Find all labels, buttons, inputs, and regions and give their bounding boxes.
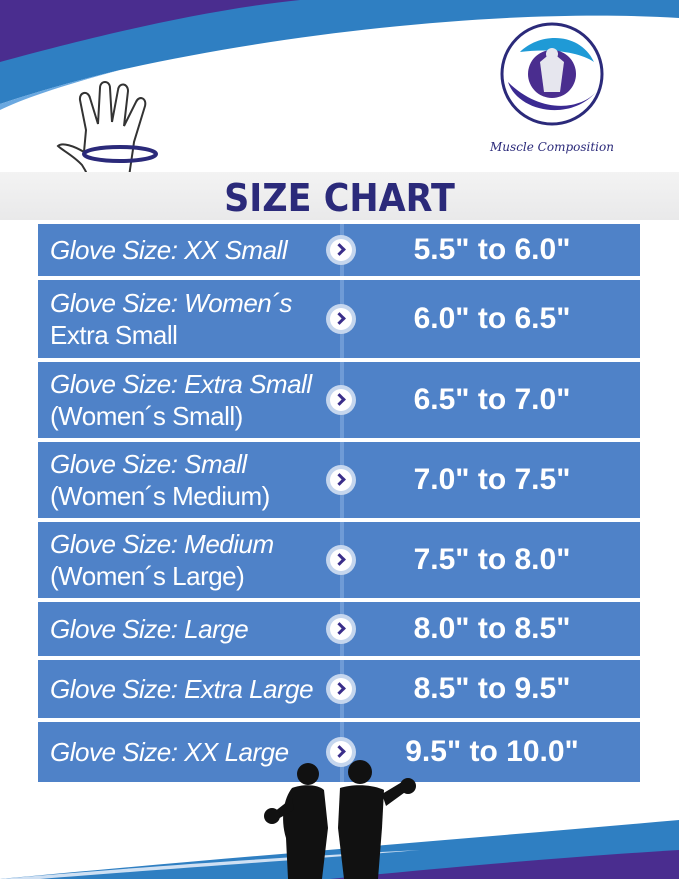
glove-size-line1: Glove Size: Medium [50,529,274,559]
glove-size-label: Glove Size: XX Small [50,234,288,266]
glove-size-cell [38,660,340,718]
glove-size-cell [38,362,340,438]
athletes-silhouette-icon [264,760,416,879]
chevron-right-icon [330,549,352,571]
glove-size-cell [38,224,340,276]
glove-size-cell [38,602,340,656]
hand-size-range: 8.0" to 8.5" [413,612,571,645]
glove-size-line1: Glove Size: Small [50,449,247,479]
glove-size-label: Glove Size: Small (Women´s Medium) [50,448,270,512]
glove-size-label: Glove Size: Extra Large [50,673,314,705]
hand-size-cell [344,362,640,438]
hand-size-range: 6.0" to 6.5" [413,302,571,335]
hand-size-range: 9.5" to 10.0" [405,735,579,768]
glove-size-cell [38,722,340,782]
brand-logo [500,22,604,126]
table-row: Glove Size: Extra Large 8.5" to 9.5" [38,660,640,718]
glove-size-line2: Extra Small [50,320,178,350]
hand-size-cell [344,442,640,518]
hand-size-range: 7.0" to 7.5" [413,463,571,496]
glove-size-label: Glove Size: Medium (Women´s Large) [50,528,274,592]
hand-size-cell [344,602,640,656]
brand-name: Muscle Composition [490,140,614,154]
chevron-right-icon [330,308,352,330]
chevron-right-icon [330,389,352,411]
glove-size-line1: Glove Size: XX Large [50,737,289,767]
table-row: Glove Size: Extra Small (Women´s Small) … [38,362,640,438]
table-row: Glove Size: XX Small 5.5" to 6.0" [38,224,640,276]
hand-size-cell [344,280,640,358]
table-row: Glove Size: XX Large 9.5" to 10.0" [38,722,640,782]
glove-size-line2: (Women´s Large) [50,561,245,591]
hand-size-cell [344,722,640,782]
table-row: Glove Size: Medium (Women´s Large) 7.5" … [38,522,640,598]
glove-size-cell [38,442,340,518]
glove-size-line2: (Women´s Medium) [50,481,270,511]
glove-size-label: Glove Size: Extra Small (Women´s Small) [50,368,312,432]
glove-size-label: Glove Size: XX Large [50,736,289,768]
chevron-right-icon [330,678,352,700]
hand-size-cell [344,224,640,276]
table-row: Glove Size: Small (Women´s Medium) 7.0" … [38,442,640,518]
glove-size-label: Glove Size: Large [50,613,249,645]
glove-size-line2: (Women´s Small) [50,401,243,431]
glove-size-cell [38,280,340,358]
hand-size-cell [344,660,640,718]
hand-size-cell [344,522,640,598]
chevron-right-icon [330,239,352,261]
table-row: Glove Size: Large 8.0" to 8.5" [38,602,640,656]
chevron-right-icon [330,469,352,491]
glove-size-line1: Glove Size: XX Small [50,235,288,265]
page-title: SIZE CHART [224,176,455,220]
glove-size-line1: Glove Size: Extra Large [50,674,314,704]
title-band [0,172,679,220]
chevron-right-icon [330,741,352,763]
glove-size-label: Glove Size: Women´s Extra Small [50,287,292,351]
hand-size-range: 7.5" to 8.0" [413,543,571,576]
top-swoosh-graphic [0,0,679,110]
hand-size-range: 5.5" to 6.0" [413,233,571,266]
hand-size-range: 8.5" to 9.5" [413,672,571,705]
chevron-right-icon [330,618,352,640]
glove-size-cell [38,522,340,598]
glove-size-line1: Glove Size: Extra Small [50,369,312,399]
glove-size-line1: Glove Size: Women´s [50,288,292,318]
glove-size-line1: Glove Size: Large [50,614,249,644]
hand-size-range: 6.5" to 7.0" [413,383,571,416]
hand-measure-icon [56,81,158,220]
table-row: Glove Size: Women´s Extra Small 6.0" to … [38,280,640,358]
